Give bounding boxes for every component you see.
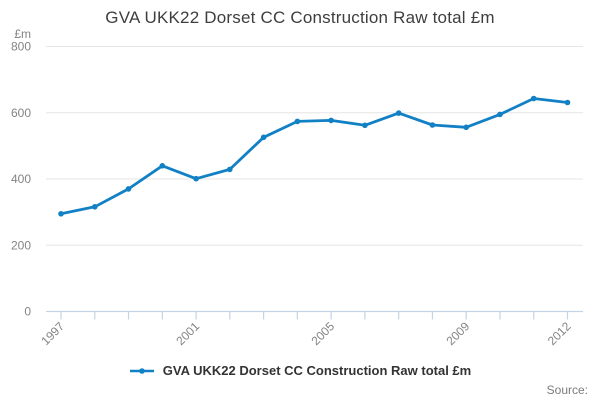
data-point-1999 (125, 186, 132, 192)
legend: GVA UKK22 Dorset CC Construction Raw tot… (0, 363, 600, 378)
y-tick-label-200: 200 (11, 238, 31, 252)
data-point-2002 (227, 166, 233, 173)
data-point-2000 (159, 163, 166, 169)
data-point-2005 (328, 117, 334, 124)
data-point-2007 (395, 110, 402, 116)
x-tick-label-2009: 2009 (444, 319, 473, 348)
y-tick-label-400: 400 (11, 172, 31, 186)
data-point-2001 (193, 175, 199, 182)
data-point-2003 (260, 134, 267, 141)
y-axis-unit-label: £m (14, 27, 31, 41)
x-tick-label-2012: 2012 (545, 319, 574, 348)
data-point-2010 (497, 111, 503, 118)
x-tick-label-2005: 2005 (308, 319, 337, 348)
data-point-2011 (530, 95, 537, 102)
y-tick-label-0: 0 (24, 305, 31, 319)
data-point-2006 (362, 122, 368, 129)
data-point-1998 (92, 204, 98, 210)
y-tick-label-800: 800 (11, 40, 31, 54)
data-point-2004 (294, 118, 301, 125)
data-point-2012 (564, 99, 571, 106)
x-tick-label-2001: 2001 (173, 319, 202, 348)
legend-series-label: GVA UKK22 Dorset CC Construction Raw tot… (162, 363, 472, 378)
data-point-2008 (429, 122, 436, 128)
data-point-1997 (58, 211, 64, 217)
x-tick-label-1997: 1997 (38, 319, 67, 348)
series-line (59, 97, 569, 216)
data-point-2009 (463, 124, 470, 131)
legend-marker-glyph (138, 367, 145, 374)
source-label: Source: (546, 383, 588, 397)
chart-title: GVA UKK22 Dorset CC Construction Raw tot… (105, 8, 495, 27)
y-tick-label-600: 600 (11, 106, 31, 120)
legend-item[interactable]: GVA UKK22 Dorset CC Construction Raw tot… (129, 363, 471, 378)
line-chart-canvas: 800 600 400 200 0 £m 1997 2001 2005 2009 2012 (11, 27, 583, 348)
line-series-legend-icon (129, 367, 154, 374)
